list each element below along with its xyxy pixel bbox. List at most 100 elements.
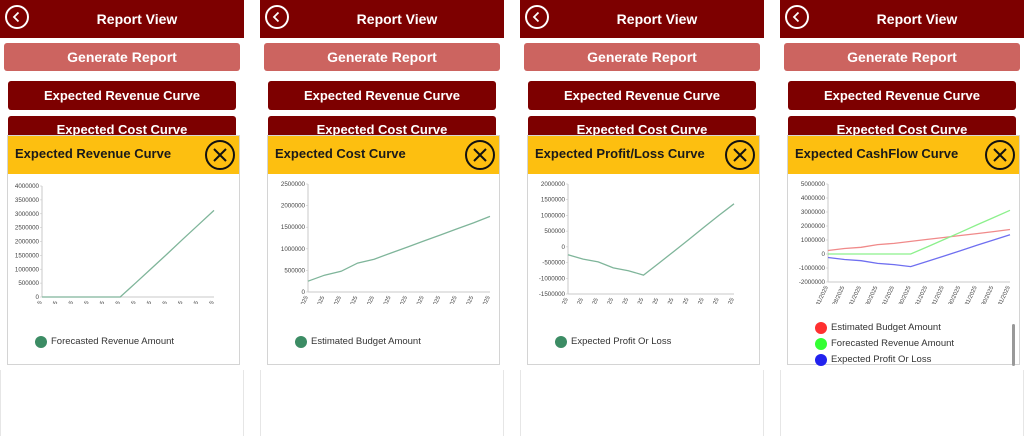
y-tick-label: -1000000 (539, 275, 566, 282)
y-tick-label: 3000000 (15, 211, 40, 218)
x-tick-label: 2/28/2025 (310, 295, 326, 304)
y-tick-label: -500000 (542, 260, 565, 267)
chart-popup: Expected Cost Curve 2500000 2000000 150000… (267, 135, 500, 365)
popup-header: Expected CashFlow Curve (788, 136, 1019, 174)
y-tick-label: 0 (822, 251, 826, 258)
y-tick-label: 2000000 (541, 181, 566, 188)
report-panel: Report View Generate Report Expected Rev… (520, 0, 764, 436)
x-tick-label: 9/30/2025 (426, 295, 442, 304)
x-tick-label: 9/30/2025 (674, 297, 690, 304)
back-button[interactable] (265, 5, 289, 29)
x-tick-label: 1/31/2025 (813, 285, 829, 304)
popup-title: Expected Profit/Loss Curve (535, 146, 705, 161)
expected-revenue-curve-button[interactable]: Expected Revenue Curve (528, 81, 756, 110)
y-tick-label: 1500000 (281, 224, 306, 231)
y-tick-label: 1000000 (541, 212, 566, 219)
x-tick-label: 12/31/2025 (994, 285, 1012, 304)
generate-report-button[interactable]: Generate Report (524, 43, 760, 71)
y-tick-label: 1000000 (281, 246, 306, 253)
y-tick-label: 2500000 (15, 225, 40, 232)
x-tick-label: 5/31/2025 (360, 295, 376, 304)
report-panel: Report View Generate Report Expected Rev… (0, 0, 244, 436)
x-tick-label: 3/31/2025 (59, 300, 75, 304)
y-tick-label: 500000 (284, 267, 305, 274)
popup-header: Expected Revenue Curve (8, 136, 239, 174)
y-tick-label: 3000000 (801, 209, 826, 216)
y-tick-label: 1500000 (15, 252, 40, 259)
popup-title: Expected CashFlow Curve (795, 146, 959, 161)
legend-swatch (815, 338, 827, 350)
popup-title: Expected Revenue Curve (15, 146, 172, 161)
series-line (827, 234, 1011, 268)
y-tick-label: 1000000 (801, 237, 826, 244)
x-tick-label: 10/31/2025 (441, 295, 459, 304)
y-tick-label: 2000000 (801, 223, 826, 230)
x-tick-label: 6/30/2025 (376, 295, 392, 304)
expected-cost-curve-button[interactable]: Expected Cost Curve (528, 116, 756, 140)
y-tick-label: 2500000 (281, 181, 306, 188)
legend-label: Forecasted Revenue Amount (51, 336, 175, 347)
x-tick-label: 6/30/2025 (896, 285, 912, 304)
chart-popup: Expected Profit/Loss Curve 2000000 150000… (527, 135, 760, 365)
legend-swatch (815, 354, 827, 366)
close-x-icon (473, 148, 487, 162)
header-bar: Report View (0, 0, 244, 38)
generate-report-button[interactable]: Generate Report (784, 43, 1020, 71)
x-tick-label: 12/31/2025 (474, 295, 492, 304)
x-tick-label: 4/30/2025 (343, 295, 359, 304)
expected-revenue-curve-button[interactable]: Expected Revenue Curve (268, 81, 496, 110)
panel-footer (780, 370, 1024, 436)
popup-title: Expected Cost Curve (275, 146, 406, 161)
chevron-left-icon (532, 11, 540, 23)
close-x-icon (213, 148, 227, 162)
popup-header: Expected Cost Curve (268, 136, 499, 174)
back-button[interactable] (5, 5, 29, 29)
legend-label: Forecasted Revenue Amount (831, 338, 955, 349)
x-tick-label: 6/30/2025 (106, 300, 122, 304)
legend-scrollbar[interactable] (1012, 324, 1015, 366)
chevron-left-icon (12, 11, 20, 23)
back-button[interactable] (785, 5, 809, 29)
x-tick-label: 3/31/2025 (327, 295, 343, 304)
x-tick-label: 3/31/2025 (847, 285, 863, 304)
x-tick-label: 4/30/2025 (599, 297, 615, 304)
legend-label: Expected Profit Or Loss (831, 354, 932, 365)
chevron-left-icon (272, 11, 280, 23)
x-tick-label: 10/31/2025 (961, 285, 979, 304)
y-tick-label: 1000000 (15, 266, 40, 273)
x-tick-label: 5/31/2025 (614, 297, 630, 304)
chart-popup: Expected Revenue Curve 4000000 3500000 300… (7, 135, 240, 365)
back-button[interactable] (525, 5, 549, 29)
panel-footer (0, 370, 244, 436)
y-tick-label: 500000 (544, 228, 565, 235)
expected-revenue-curve-button[interactable]: Expected Revenue Curve (788, 81, 1016, 110)
x-tick-label: 8/31/2025 (409, 295, 425, 304)
x-tick-label: 11/30/2025 (703, 297, 721, 304)
close-button[interactable] (725, 140, 755, 170)
report-panel: Report View Generate Report Expected Rev… (260, 0, 504, 436)
expected-revenue-curve-button[interactable]: Expected Revenue Curve (8, 81, 236, 110)
close-button[interactable] (205, 140, 235, 170)
line-chart: 2500000 2000000 1500000 1000000 500000 01/31/… (281, 181, 492, 304)
y-tick-label: 0 (36, 294, 40, 301)
y-tick-label: -1500000 (539, 291, 566, 298)
line-chart: 2000000 1500000 1000000 500000 0 -500000 -1000… (539, 181, 736, 304)
y-tick-label: 2000000 (281, 203, 306, 210)
legend-swatch (35, 336, 47, 348)
x-tick-label: 8/31/2025 (659, 297, 675, 304)
close-button[interactable] (465, 140, 495, 170)
y-tick-label: 4000000 (801, 195, 826, 202)
x-tick-label: 7/31/2025 (121, 300, 137, 304)
generate-report-button[interactable]: Generate Report (4, 43, 240, 71)
x-tick-label: 12/31/2025 (718, 297, 736, 304)
x-tick-label: 10/31/2025 (688, 297, 706, 304)
page-title: Report View (616, 11, 698, 27)
x-tick-label: 1/31/2025 (553, 297, 569, 304)
close-button[interactable] (985, 140, 1015, 170)
x-tick-label: 3/31/2025 (584, 297, 600, 304)
x-tick-label: 6/30/2025 (629, 297, 645, 304)
x-tick-label: 9/30/2025 (946, 285, 962, 304)
legend-swatch (815, 322, 827, 334)
report-panel: Report View Generate Report Expected Rev… (780, 0, 1024, 436)
generate-report-button[interactable]: Generate Report (264, 43, 500, 71)
